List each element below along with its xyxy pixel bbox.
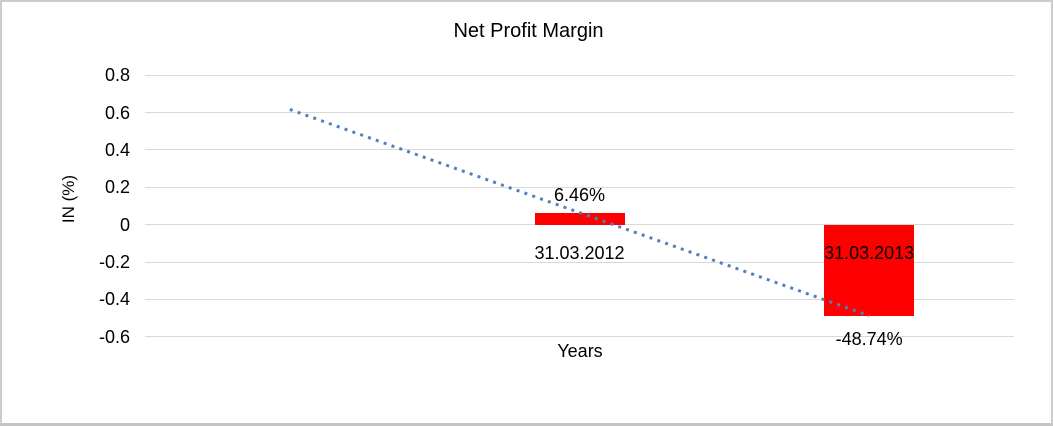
category-label-31.03.2012: 31.03.2012 [534, 243, 625, 263]
y-tick-label: -0.4 [98, 289, 130, 310]
gridline [145, 149, 1014, 151]
y-tick-label: 0.2 [104, 177, 130, 198]
bar-31.03.2013 [824, 224, 915, 316]
gridline [145, 112, 1014, 114]
gridline [145, 298, 1014, 300]
gridline [145, 336, 1014, 338]
y-tick-label: 0.4 [104, 139, 130, 160]
data-label-31.03.2013: -48.74% [835, 328, 903, 349]
gridline [145, 224, 1014, 226]
y-tick-label: -0.2 [98, 252, 130, 272]
y-tick-label: 0 [119, 214, 130, 235]
gridline [145, 186, 1014, 188]
chart-title: Net Profit Margin [453, 20, 604, 42]
gridline [145, 261, 1014, 263]
data-label-31.03.2012: 6.46% [553, 184, 606, 205]
y-tick-label: 0.6 [104, 102, 130, 123]
y-tick-label: -0.6 [98, 326, 130, 347]
y-tick-label: 0.8 [104, 65, 130, 86]
bar-31.03.2012 [534, 212, 625, 225]
gridline [145, 74, 1014, 76]
category-label-31.03.2013: 31.03.2013 [824, 243, 915, 263]
x-axis-title: Years [557, 341, 603, 361]
